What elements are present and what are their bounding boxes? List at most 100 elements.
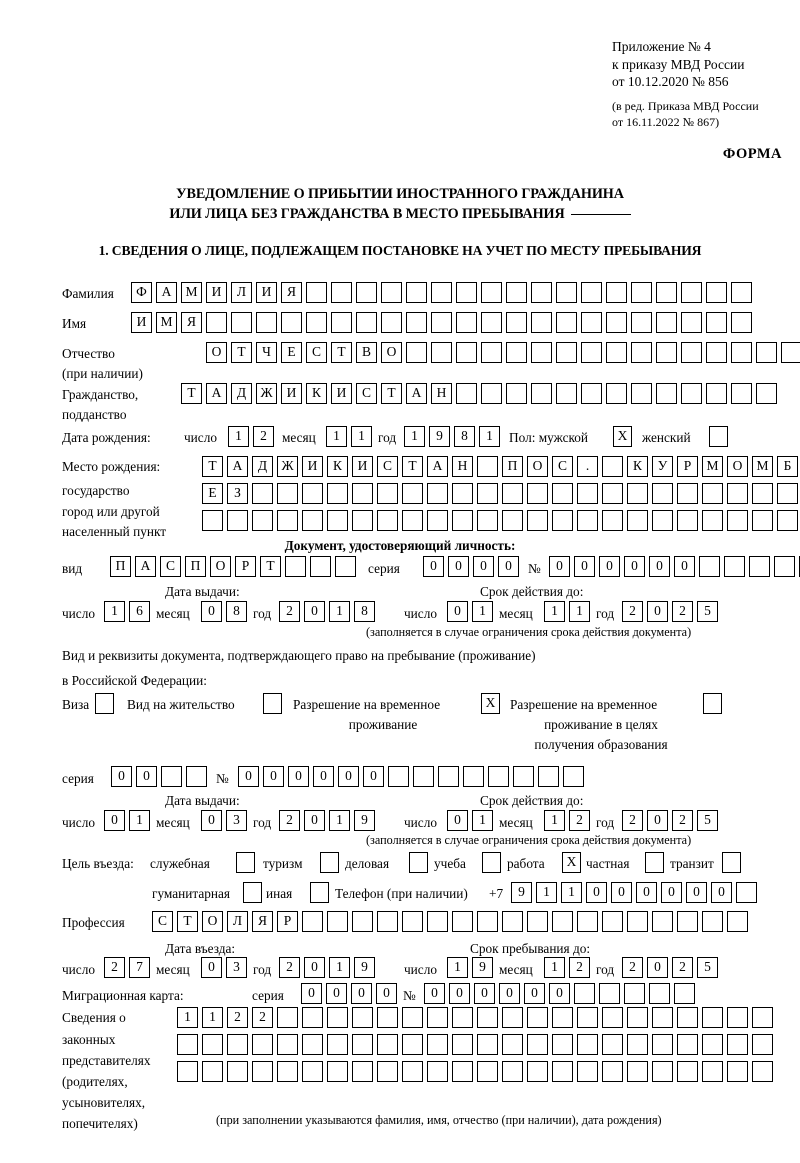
form-cell[interactable] [306, 282, 327, 303]
form-cell[interactable] [649, 983, 670, 1004]
form-cell[interactable] [477, 483, 498, 504]
form-cell[interactable]: Н [452, 456, 473, 477]
form-cell[interactable]: 1 [202, 1007, 223, 1028]
form-cell[interactable] [227, 1061, 248, 1082]
form-cell[interactable] [438, 766, 459, 787]
form-cell[interactable]: З [227, 483, 248, 504]
form-cell[interactable] [402, 1034, 423, 1055]
form-cell[interactable] [352, 483, 373, 504]
form-cell[interactable] [381, 312, 402, 333]
form-cell[interactable]: 0 [304, 601, 325, 622]
form-cell[interactable] [677, 1007, 698, 1028]
form-cell[interactable] [731, 383, 752, 404]
form-cell[interactable]: Т [331, 342, 352, 363]
form-cell[interactable] [402, 1007, 423, 1028]
form-cell[interactable]: Р [277, 911, 298, 932]
form-cell[interactable]: 0 [447, 601, 468, 622]
form-cell[interactable] [577, 483, 598, 504]
form-cell[interactable] [602, 1034, 623, 1055]
form-cell[interactable] [452, 1007, 473, 1028]
form-cell[interactable]: 0 [111, 766, 132, 787]
purpose-checkbox-1[interactable] [320, 852, 339, 873]
form-cell[interactable]: 0 [636, 882, 657, 903]
form-cell[interactable]: У [652, 456, 673, 477]
form-cell[interactable] [502, 911, 523, 932]
form-cell[interactable] [627, 1034, 648, 1055]
form-cell[interactable]: О [527, 456, 548, 477]
form-cell[interactable] [677, 510, 698, 531]
form-cell[interactable] [724, 556, 745, 577]
form-cell[interactable]: 0 [549, 983, 570, 1004]
form-cell[interactable] [627, 483, 648, 504]
form-cell[interactable]: И [206, 282, 227, 303]
form-cell[interactable] [352, 510, 373, 531]
form-cell[interactable] [356, 282, 377, 303]
form-cell[interactable] [563, 766, 584, 787]
form-cell[interactable] [527, 483, 548, 504]
form-cell[interactable] [527, 510, 548, 531]
form-cell[interactable] [502, 483, 523, 504]
form-cell[interactable] [727, 1061, 748, 1082]
form-cell[interactable] [506, 383, 527, 404]
form-cell[interactable]: М [181, 282, 202, 303]
form-cell[interactable] [456, 312, 477, 333]
form-cell[interactable] [406, 342, 427, 363]
form-cell[interactable] [556, 342, 577, 363]
form-cell[interactable] [627, 510, 648, 531]
form-cell[interactable] [452, 1034, 473, 1055]
form-cell[interactable] [277, 1007, 298, 1028]
form-cell[interactable]: 1 [479, 426, 500, 447]
form-cell[interactable] [377, 1034, 398, 1055]
form-cell[interactable] [581, 312, 602, 333]
form-cell[interactable] [402, 483, 423, 504]
form-cell[interactable] [477, 510, 498, 531]
form-cell[interactable] [281, 312, 302, 333]
form-cell[interactable] [252, 510, 273, 531]
form-cell[interactable] [577, 911, 598, 932]
form-cell[interactable]: 0 [574, 556, 595, 577]
form-cell[interactable]: С [552, 456, 573, 477]
form-cell[interactable]: Ж [256, 383, 277, 404]
form-cell[interactable] [552, 1061, 573, 1082]
form-cell[interactable]: А [206, 383, 227, 404]
form-cell[interactable] [477, 1034, 498, 1055]
form-cell[interactable] [327, 911, 348, 932]
form-cell[interactable] [556, 312, 577, 333]
form-cell[interactable] [727, 1007, 748, 1028]
form-cell[interactable] [402, 1061, 423, 1082]
form-cell[interactable] [456, 383, 477, 404]
form-cell[interactable]: 0 [499, 983, 520, 1004]
form-cell[interactable] [463, 766, 484, 787]
form-cell[interactable]: Т [181, 383, 202, 404]
form-cell[interactable]: 3 [226, 957, 247, 978]
form-cell[interactable]: 1 [329, 810, 350, 831]
form-cell[interactable]: 0 [649, 556, 670, 577]
form-cell[interactable]: 5 [697, 957, 718, 978]
form-cell[interactable] [677, 483, 698, 504]
form-cell[interactable]: 1 [326, 426, 347, 447]
form-cell[interactable]: 0 [474, 983, 495, 1004]
form-cell[interactable]: С [306, 342, 327, 363]
form-cell[interactable] [599, 983, 620, 1004]
form-cell[interactable]: 0 [313, 766, 334, 787]
form-cell[interactable]: 1 [544, 810, 565, 831]
form-cell[interactable]: Ж [277, 456, 298, 477]
form-cell[interactable]: 0 [363, 766, 384, 787]
form-cell[interactable] [581, 383, 602, 404]
purpose-checkbox-6[interactable] [722, 852, 741, 873]
form-cell[interactable]: 1 [228, 426, 249, 447]
form-cell[interactable] [631, 312, 652, 333]
form-cell[interactable] [206, 312, 227, 333]
form-cell[interactable]: 0 [449, 983, 470, 1004]
form-cell[interactable] [377, 510, 398, 531]
form-cell[interactable]: О [202, 911, 223, 932]
form-cell[interactable]: 8 [226, 601, 247, 622]
